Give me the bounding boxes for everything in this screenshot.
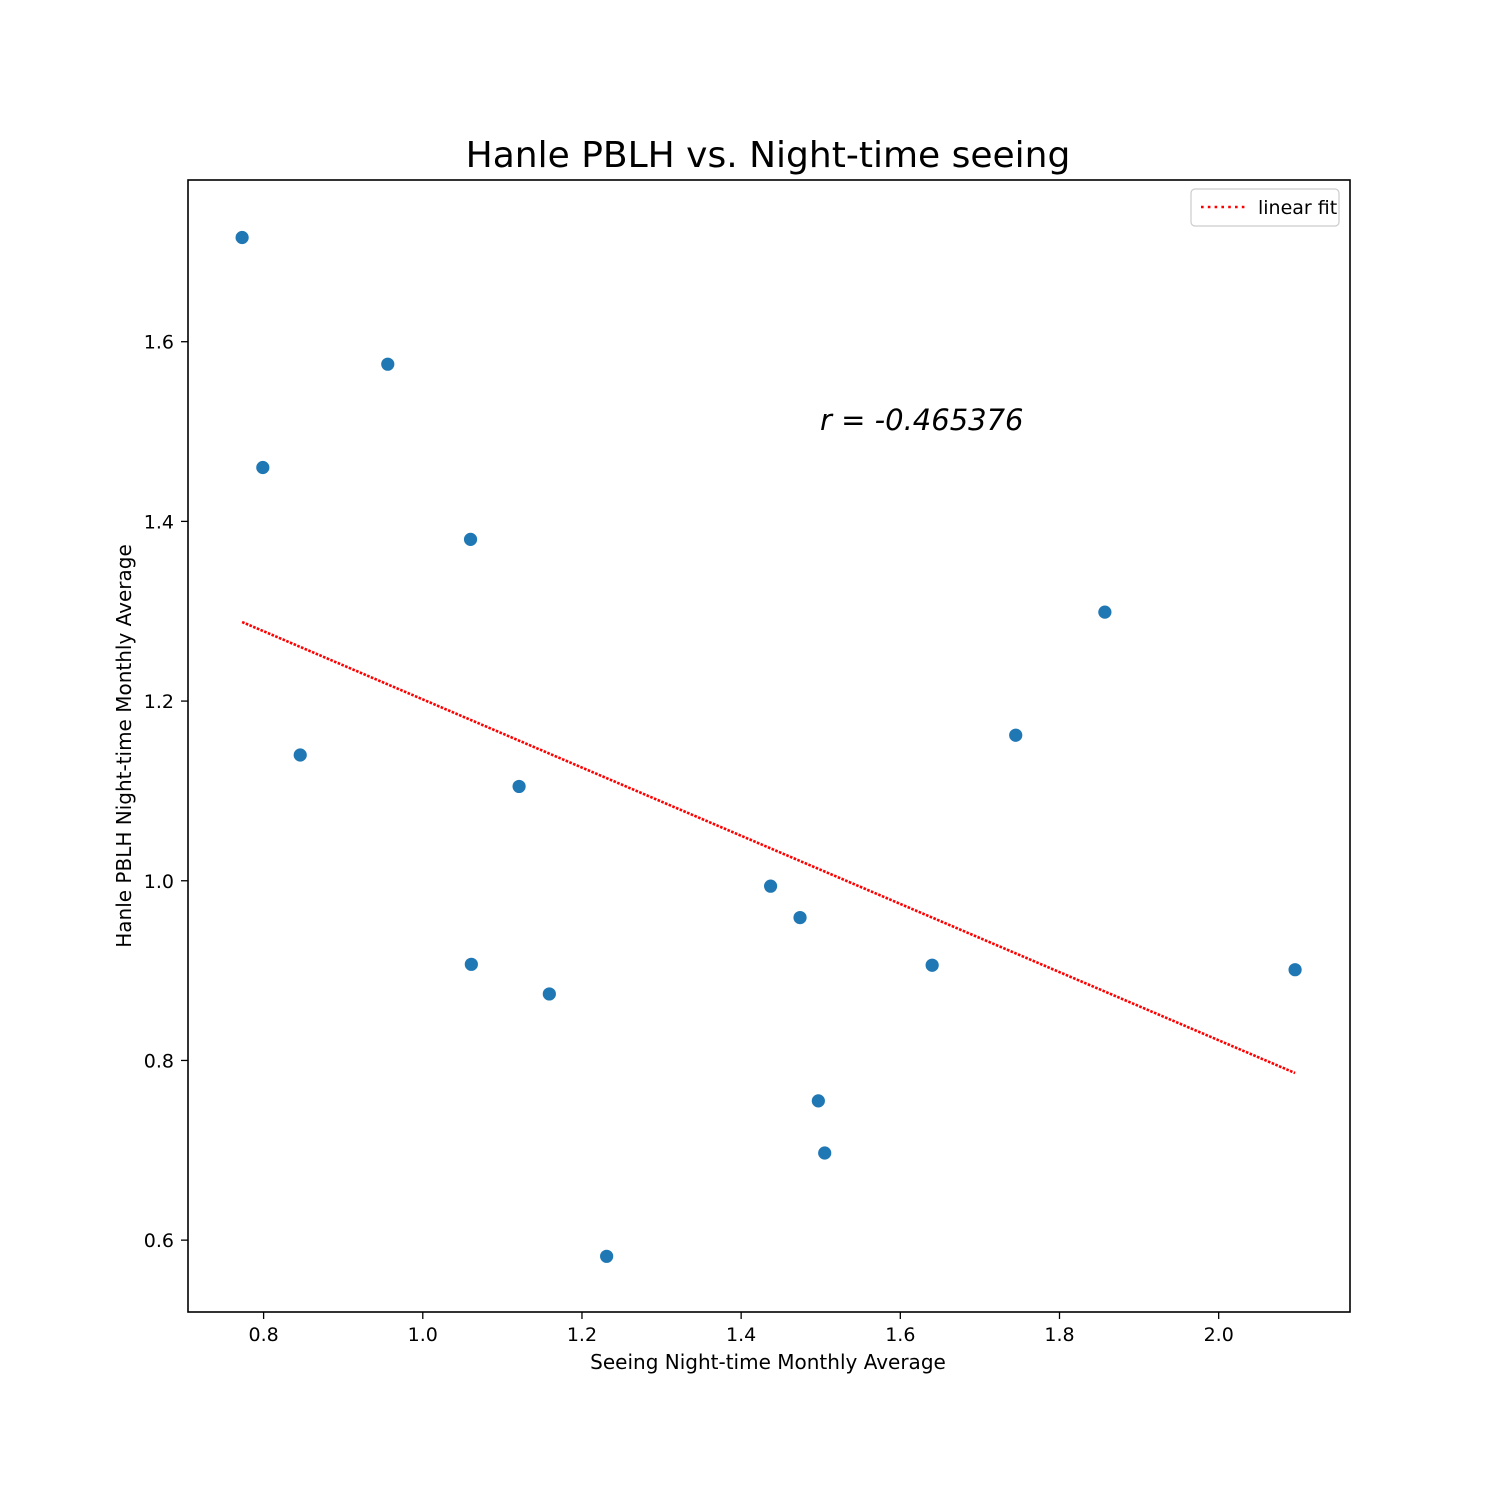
x-tick-label: 1.8 [1044, 1324, 1074, 1346]
chart-title: Hanle PBLH vs. Night-time seeing [466, 135, 1071, 176]
x-tick-label: 1.0 [408, 1324, 438, 1346]
y-tick-label: 0.6 [144, 1230, 174, 1252]
scatter-point [463, 532, 478, 546]
legend-label-linear-fit: linear fit [1258, 197, 1337, 219]
y-tick-label: 1.2 [144, 691, 174, 713]
y-tick-label: 1.0 [144, 871, 174, 893]
scatter-point [256, 460, 270, 475]
y-axis-label: Hanle PBLH Night-time Monthly Average [112, 544, 136, 948]
x-tick-label: 2.0 [1204, 1324, 1234, 1346]
plot-area [235, 230, 1302, 1263]
scatter-point [512, 779, 526, 794]
scatter-point [925, 958, 939, 972]
scatter-point [235, 230, 249, 245]
x-tick-label: 0.8 [249, 1324, 279, 1346]
y-tick-label: 1.4 [144, 511, 174, 533]
scatter-point [600, 1249, 614, 1263]
legend-box [1190, 188, 1340, 227]
scatter-point [811, 1094, 825, 1108]
x-tick-label: 1.6 [885, 1324, 915, 1346]
linear-fit-line [241, 620, 1296, 1075]
scatter-point [793, 910, 807, 925]
scatter-point [542, 987, 556, 1001]
x-tick-label: 1.4 [726, 1324, 756, 1346]
x-axis-label: Seeing Night-time Monthly Average [590, 1350, 946, 1374]
scatter-point [818, 1146, 832, 1160]
y-axis-ticks: 0.6 0.8 1.0 1.2 1.4 1.6 [144, 332, 188, 1252]
scatter-point [1009, 728, 1023, 742]
scatter-point [1098, 605, 1112, 619]
scatter-point [381, 357, 395, 371]
y-tick-label: 0.8 [144, 1050, 174, 1072]
x-tick-label: 1.2 [567, 1324, 597, 1346]
y-tick-label: 1.6 [144, 332, 174, 354]
correlation-annotation: r = -0.465376 [820, 403, 1024, 437]
scatter-point [763, 879, 778, 893]
axes-frame [187, 179, 1351, 1313]
scatter-point [293, 748, 307, 762]
scatter-point [464, 957, 478, 971]
x-axis-ticks: 0.8 1.0 1.2 1.4 1.6 1.8 2.0 [249, 1312, 1234, 1346]
legend: linear fit [1190, 188, 1340, 227]
scatter-point [1288, 963, 1302, 977]
